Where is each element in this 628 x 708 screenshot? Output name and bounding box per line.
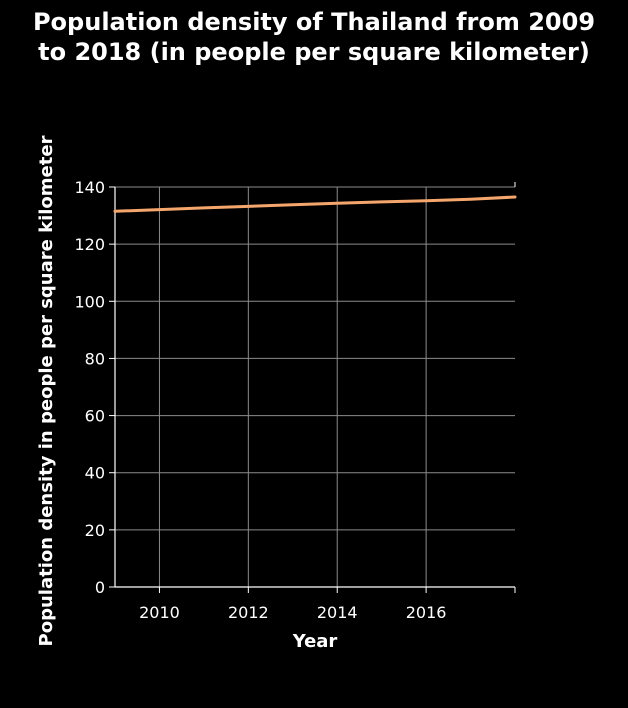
series-line-0 bbox=[113, 195, 517, 213]
y-tick-label-20: 20 bbox=[85, 521, 105, 540]
series-layer bbox=[113, 195, 517, 213]
y-tick-label-140: 140 bbox=[74, 178, 105, 197]
x-tick-label-2016: 2016 bbox=[406, 603, 447, 622]
y-axis-label: Population density in people per square … bbox=[36, 135, 57, 646]
x-tick-label-2012: 2012 bbox=[228, 603, 269, 622]
y-tick-label-100: 100 bbox=[74, 292, 105, 311]
y-tick-label-40: 40 bbox=[85, 464, 105, 483]
chart-title-line-1: Population density of Thailand from 2009 bbox=[33, 8, 595, 36]
tick-labels: 0 20 40 60 80 100 120 140 2010 2012 2014 2016 bbox=[74, 178, 446, 622]
y-tick-label-60: 60 bbox=[85, 407, 105, 426]
x-tick-label-2014: 2014 bbox=[317, 603, 358, 622]
y-tick-label-0: 0 bbox=[95, 578, 105, 597]
axes bbox=[109, 182, 516, 593]
grid bbox=[115, 186, 515, 588]
x-tick-label-2010: 2010 bbox=[139, 603, 180, 622]
chart-title-line-2: to 2018 (in people per square kilometer) bbox=[38, 38, 590, 66]
x-axis-label: Year bbox=[292, 631, 338, 652]
y-tick-label-120: 120 bbox=[74, 235, 105, 254]
y-tick-label-80: 80 bbox=[85, 349, 105, 368]
